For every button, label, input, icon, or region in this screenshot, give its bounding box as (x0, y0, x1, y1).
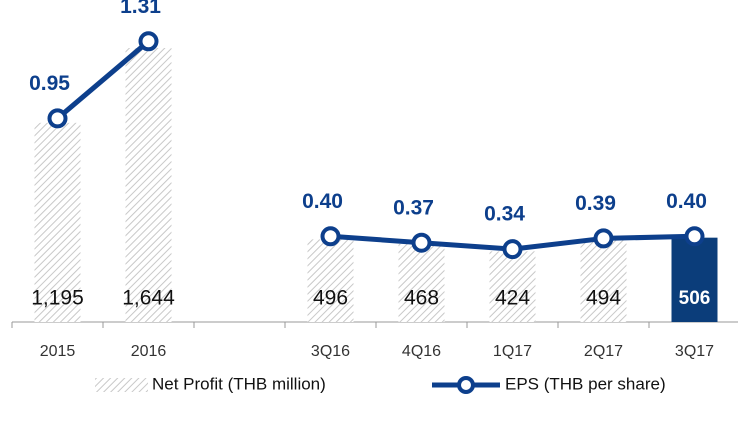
bar (307, 239, 354, 322)
legend-swatch (95, 378, 148, 392)
bar (125, 48, 172, 322)
x-tick-label: 4Q16 (402, 343, 441, 360)
eps-value-label: 0.95 (29, 72, 70, 95)
bar (580, 239, 627, 322)
bar-value-label: 468 (404, 287, 439, 310)
eps-value-label: 0.40 (302, 190, 343, 213)
bar (398, 244, 445, 322)
eps-point (138, 31, 159, 52)
bar (671, 237, 718, 322)
bar-value-label: 1,195 (31, 287, 84, 310)
x-tick-label: 3Q17 (675, 343, 714, 360)
eps-value-label: 0.37 (393, 196, 434, 219)
eps-point (593, 228, 614, 249)
x-tick-label: 3Q16 (311, 343, 350, 360)
bar-value-label: 1,644 (122, 287, 175, 310)
eps-point (411, 232, 432, 253)
bar-value-label: 494 (586, 287, 621, 310)
eps-value-label: 0.40 (666, 190, 707, 213)
eps-value-label: 0.39 (575, 192, 616, 215)
bar-value-label: 506 (679, 288, 711, 309)
bar (34, 122, 81, 322)
x-tick-label: 2Q17 (584, 343, 623, 360)
eps-point (320, 226, 341, 247)
eps-point (502, 239, 523, 260)
legend-label: EPS (THB per share) (505, 374, 666, 393)
legend-swatch-point (457, 376, 475, 394)
bar-value-label: 424 (495, 287, 530, 310)
eps-point (47, 108, 68, 129)
legend-label: Net Profit (THB million) (152, 374, 326, 393)
eps-value-label: 1.31 (120, 0, 161, 18)
bar (489, 251, 536, 322)
bar-value-label: 496 (313, 287, 348, 310)
x-tick-label: 2016 (131, 343, 167, 360)
eps-value-label: 0.34 (484, 203, 525, 226)
x-tick-label: 1Q17 (493, 343, 532, 360)
x-tick-label: 2015 (40, 343, 76, 360)
eps-point (684, 226, 705, 247)
